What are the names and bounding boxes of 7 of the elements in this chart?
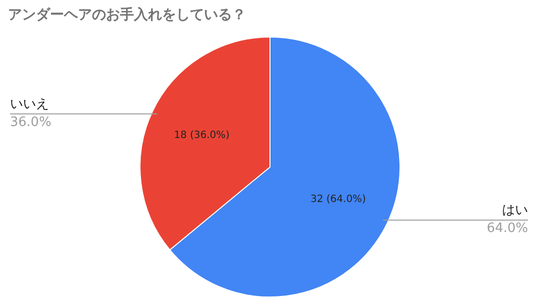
data-label: 32 (64.0%) [310, 194, 366, 206]
text: 36.0% [10, 114, 52, 130]
slice-label: いいえ [10, 96, 49, 112]
data-label: 18 (36.0%) [174, 130, 230, 141]
text: 64.0% [486, 221, 528, 236]
slice-label: はい [502, 203, 528, 218]
chart-title: アンダーヘアのお手入れをしている？ [8, 6, 246, 23]
